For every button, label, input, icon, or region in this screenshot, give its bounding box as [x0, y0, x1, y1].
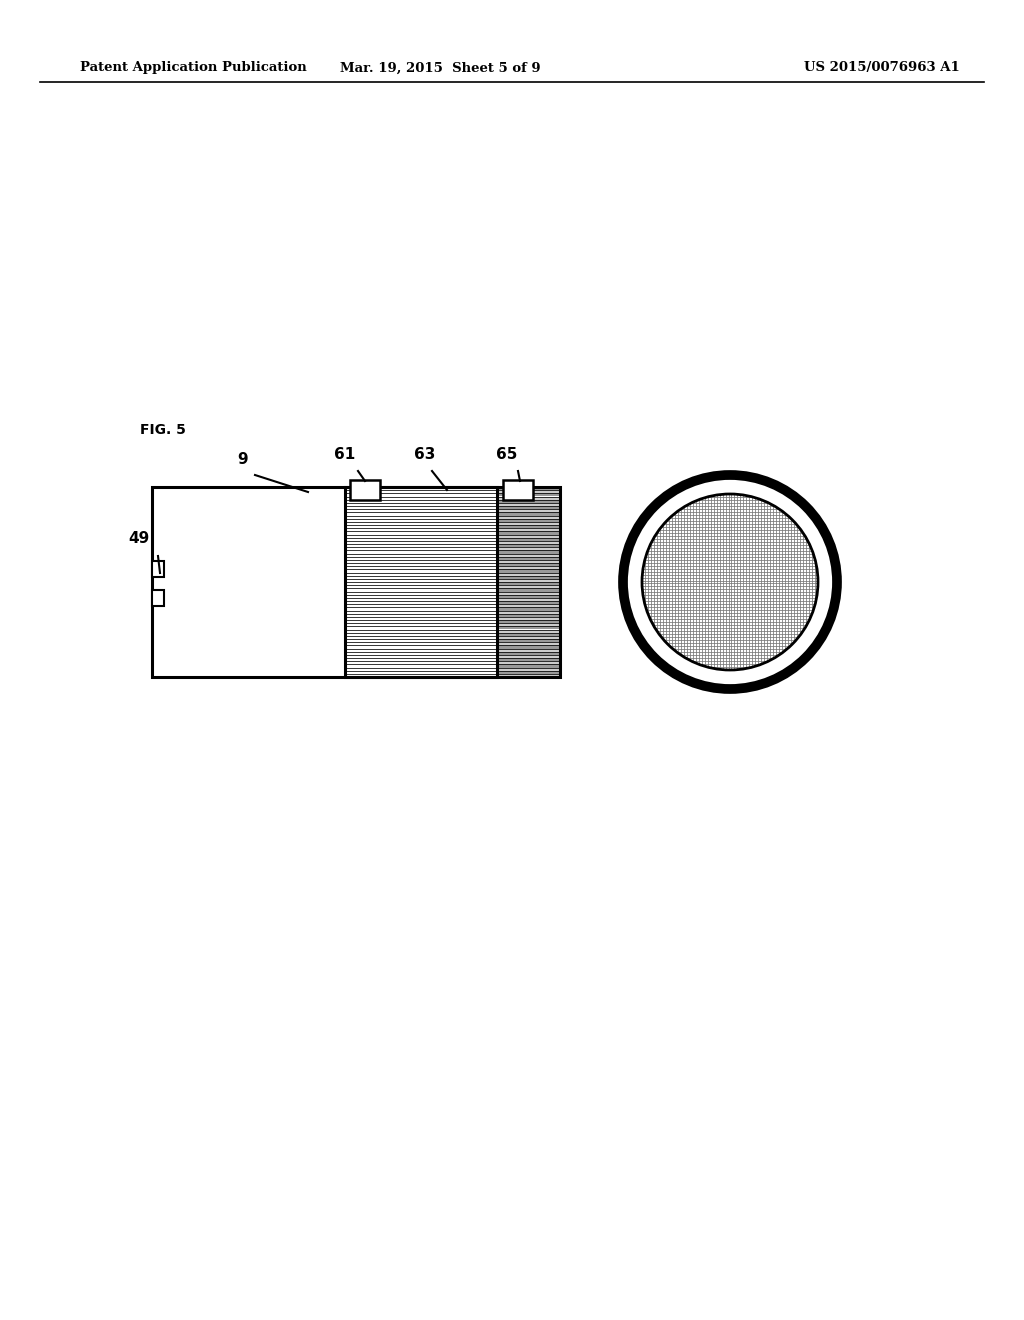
Bar: [345, 566, 560, 569]
Bar: [345, 512, 560, 516]
Text: 49: 49: [128, 531, 150, 546]
Text: 65: 65: [497, 447, 518, 462]
Bar: [345, 636, 560, 639]
Bar: [345, 639, 560, 642]
Bar: [345, 576, 560, 579]
Bar: [345, 487, 560, 490]
Bar: [345, 487, 560, 677]
Bar: [345, 623, 560, 626]
Bar: [345, 589, 560, 591]
Bar: [345, 605, 560, 607]
Bar: [345, 560, 560, 564]
Bar: [345, 673, 560, 677]
Circle shape: [623, 475, 837, 689]
Bar: [345, 648, 560, 652]
Bar: [345, 557, 560, 560]
Bar: [345, 610, 560, 614]
Bar: [345, 516, 560, 519]
Bar: [152, 590, 164, 606]
Bar: [345, 503, 560, 506]
Bar: [345, 521, 560, 525]
Bar: [345, 616, 560, 620]
Text: Mar. 19, 2015  Sheet 5 of 9: Mar. 19, 2015 Sheet 5 of 9: [340, 62, 541, 74]
Bar: [345, 645, 560, 648]
Bar: [345, 528, 560, 532]
Bar: [345, 496, 560, 500]
Bar: [345, 671, 560, 673]
Text: FIG. 5: FIG. 5: [140, 422, 186, 437]
Bar: [345, 652, 560, 655]
Bar: [345, 490, 560, 494]
Bar: [345, 626, 560, 630]
Bar: [345, 541, 560, 544]
Bar: [345, 506, 560, 510]
Bar: [345, 614, 560, 616]
Bar: [345, 598, 560, 601]
Bar: [152, 561, 164, 577]
Text: US 2015/0076963 A1: US 2015/0076963 A1: [804, 62, 961, 74]
Text: 63: 63: [415, 447, 435, 462]
Bar: [345, 657, 560, 661]
Bar: [345, 664, 560, 668]
Bar: [345, 535, 560, 537]
Bar: [345, 642, 560, 645]
Bar: [345, 620, 560, 623]
Bar: [345, 532, 560, 535]
Bar: [350, 480, 380, 500]
Bar: [345, 582, 560, 585]
Text: 9: 9: [238, 451, 248, 467]
Bar: [503, 480, 534, 500]
Bar: [345, 519, 560, 521]
Text: Patent Application Publication: Patent Application Publication: [80, 62, 307, 74]
Bar: [345, 630, 560, 632]
Bar: [345, 591, 560, 595]
Bar: [345, 632, 560, 636]
Bar: [345, 537, 560, 541]
Bar: [152, 487, 497, 677]
Bar: [345, 553, 560, 557]
Bar: [345, 661, 560, 664]
Bar: [345, 569, 560, 573]
Bar: [345, 573, 560, 576]
Bar: [345, 655, 560, 657]
Bar: [345, 607, 560, 610]
Bar: [345, 585, 560, 589]
Bar: [345, 525, 560, 528]
Text: 61: 61: [335, 447, 355, 462]
Bar: [345, 668, 560, 671]
Bar: [345, 494, 560, 496]
Bar: [345, 601, 560, 605]
Bar: [345, 579, 560, 582]
Bar: [345, 550, 560, 553]
Bar: [345, 595, 560, 598]
Bar: [345, 548, 560, 550]
Bar: [345, 544, 560, 548]
Bar: [345, 510, 560, 512]
Bar: [345, 564, 560, 566]
Bar: [345, 500, 560, 503]
